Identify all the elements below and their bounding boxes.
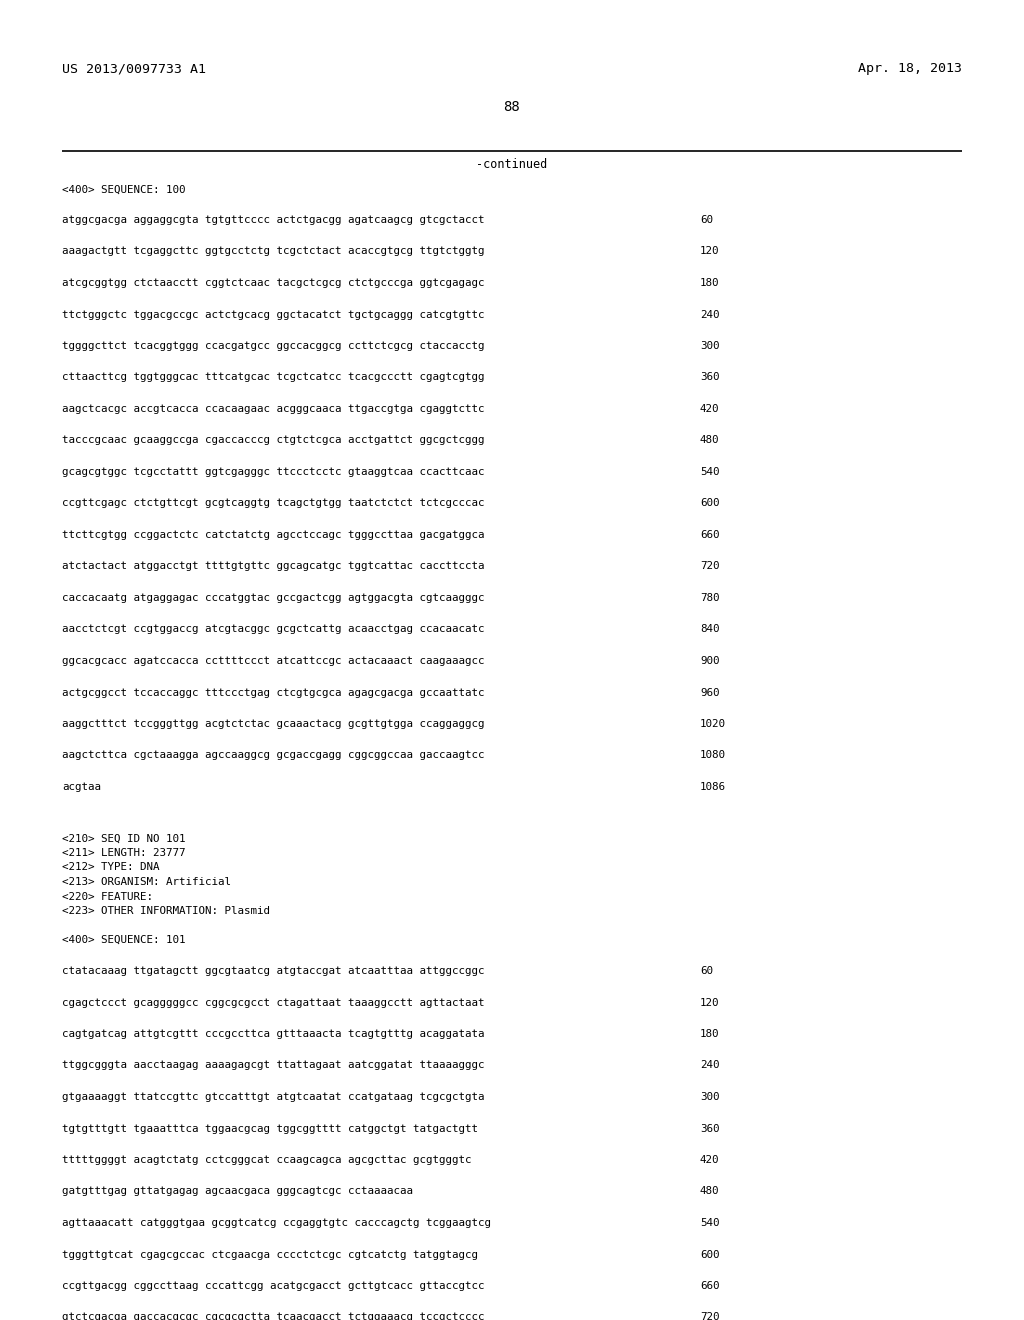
Text: <220> FEATURE:: <220> FEATURE:: [62, 891, 153, 902]
Text: Apr. 18, 2013: Apr. 18, 2013: [858, 62, 962, 75]
Text: gtgaaaaggt ttatccgttc gtccatttgt atgtcaatat ccatgataag tcgcgctgta: gtgaaaaggt ttatccgttc gtccatttgt atgtcaa…: [62, 1092, 484, 1102]
Text: -continued: -continued: [476, 158, 548, 172]
Text: cgagctccct gcagggggcc cggcgcgcct ctagattaat taaaggcctt agttactaat: cgagctccct gcagggggcc cggcgcgcct ctagatt…: [62, 998, 484, 1007]
Text: ccgttgacgg cggccttaag cccattcgg acatgcgacct gcttgtcacc gttaccgtcc: ccgttgacgg cggccttaag cccattcgg acatgcga…: [62, 1280, 484, 1291]
Text: 660: 660: [700, 531, 720, 540]
Text: atcgcggtgg ctctaacctt cggtctcaac tacgctcgcg ctctgcccga ggtcgagagc: atcgcggtgg ctctaacctt cggtctcaac tacgctc…: [62, 279, 484, 288]
Text: 88: 88: [504, 100, 520, 114]
Text: aagctcacgc accgtcacca ccacaagaac acgggcaaca ttgaccgtga cgaggtcttc: aagctcacgc accgtcacca ccacaagaac acgggca…: [62, 404, 484, 414]
Text: <211> LENGTH: 23777: <211> LENGTH: 23777: [62, 847, 185, 858]
Text: <400> SEQUENCE: 101: <400> SEQUENCE: 101: [62, 935, 185, 945]
Text: 180: 180: [700, 1030, 720, 1039]
Text: ttggcgggta aacctaagag aaaagagcgt ttattagaat aatcggatat ttaaaagggc: ttggcgggta aacctaagag aaaagagcgt ttattag…: [62, 1060, 484, 1071]
Text: aaggctttct tccgggttgg acgtctctac gcaaactacg gcgttgtgga ccaggaggcg: aaggctttct tccgggttgg acgtctctac gcaaact…: [62, 719, 484, 729]
Text: 900: 900: [700, 656, 720, 667]
Text: caccacaatg atgaggagac cccatggtac gccgactcgg agtggacgta cgtcaagggc: caccacaatg atgaggagac cccatggtac gccgact…: [62, 593, 484, 603]
Text: ctatacaaag ttgatagctt ggcgtaatcg atgtaccgat atcaatttaa attggccggc: ctatacaaag ttgatagctt ggcgtaatcg atgtacc…: [62, 966, 484, 975]
Text: 300: 300: [700, 1092, 720, 1102]
Text: 660: 660: [700, 1280, 720, 1291]
Text: 720: 720: [700, 561, 720, 572]
Text: 600: 600: [700, 499, 720, 508]
Text: acgtaa: acgtaa: [62, 781, 101, 792]
Text: cagtgatcag attgtcgttt cccgccttca gtttaaacta tcagtgtttg acaggatata: cagtgatcag attgtcgttt cccgccttca gtttaaa…: [62, 1030, 484, 1039]
Text: ggcacgcacc agatccacca ccttttccct atcattccgc actacaaact caagaaagcc: ggcacgcacc agatccacca ccttttccct atcattc…: [62, 656, 484, 667]
Text: US 2013/0097733 A1: US 2013/0097733 A1: [62, 62, 206, 75]
Text: agttaaacatt catgggtgaa gcggtcatcg ccgaggtgtc cacccagctg tcggaagtcg: agttaaacatt catgggtgaa gcggtcatcg ccgagg…: [62, 1218, 490, 1228]
Text: 600: 600: [700, 1250, 720, 1259]
Text: <210> SEQ ID NO 101: <210> SEQ ID NO 101: [62, 833, 185, 843]
Text: aacctctcgt ccgtggaccg atcgtacggc gcgctcattg acaacctgag ccacaacatc: aacctctcgt ccgtggaccg atcgtacggc gcgctca…: [62, 624, 484, 635]
Text: 300: 300: [700, 341, 720, 351]
Text: 240: 240: [700, 309, 720, 319]
Text: cttaacttcg tggtgggcac tttcatgcac tcgctcatcc tcacgccctt cgagtcgtgg: cttaacttcg tggtgggcac tttcatgcac tcgctca…: [62, 372, 484, 383]
Text: 960: 960: [700, 688, 720, 697]
Text: 480: 480: [700, 1187, 720, 1196]
Text: 840: 840: [700, 624, 720, 635]
Text: 240: 240: [700, 1060, 720, 1071]
Text: 60: 60: [700, 966, 713, 975]
Text: 120: 120: [700, 998, 720, 1007]
Text: 540: 540: [700, 467, 720, 477]
Text: <212> TYPE: DNA: <212> TYPE: DNA: [62, 862, 160, 873]
Text: <223> OTHER INFORMATION: Plasmid: <223> OTHER INFORMATION: Plasmid: [62, 906, 270, 916]
Text: 120: 120: [700, 247, 720, 256]
Text: tttttggggt acagtctatg cctcgggcat ccaagcagca agcgcttac gcgtgggtc: tttttggggt acagtctatg cctcgggcat ccaagca…: [62, 1155, 471, 1166]
Text: tgggttgtcat cgagcgccac ctcgaacga cccctctcgc cgtcatctg tatggtagcg: tgggttgtcat cgagcgccac ctcgaacga cccctct…: [62, 1250, 478, 1259]
Text: 780: 780: [700, 593, 720, 603]
Text: 360: 360: [700, 1123, 720, 1134]
Text: 480: 480: [700, 436, 720, 445]
Text: 420: 420: [700, 404, 720, 414]
Text: tgtgtttgtt tgaaatttca tggaacgcag tggcggtttt catggctgt tatgactgtt: tgtgtttgtt tgaaatttca tggaacgcag tggcggt…: [62, 1123, 478, 1134]
Text: tacccgcaac gcaaggccga cgaccacccg ctgtctcgca acctgattct ggcgctcggg: tacccgcaac gcaaggccga cgaccacccg ctgtctc…: [62, 436, 484, 445]
Text: actgcggcct tccaccaggc tttccctgag ctcgtgcgca agagcgacga gccaattatc: actgcggcct tccaccaggc tttccctgag ctcgtgc…: [62, 688, 484, 697]
Text: 420: 420: [700, 1155, 720, 1166]
Text: 720: 720: [700, 1312, 720, 1320]
Text: ttctgggctc tggacgccgc actctgcacg ggctacatct tgctgcaggg catcgtgttc: ttctgggctc tggacgccgc actctgcacg ggctaca…: [62, 309, 484, 319]
Text: 1080: 1080: [700, 751, 726, 760]
Text: 540: 540: [700, 1218, 720, 1228]
Text: aaagactgtt tcgaggcttc ggtgcctctg tcgctctact acaccgtgcg ttgtctggtg: aaagactgtt tcgaggcttc ggtgcctctg tcgctct…: [62, 247, 484, 256]
Text: <400> SEQUENCE: 100: <400> SEQUENCE: 100: [62, 185, 185, 195]
Text: <213> ORGANISM: Artificial: <213> ORGANISM: Artificial: [62, 876, 231, 887]
Text: atctactact atggacctgt ttttgtgttc ggcagcatgc tggtcattac caccttccta: atctactact atggacctgt ttttgtgttc ggcagca…: [62, 561, 484, 572]
Text: aagctcttca cgctaaagga agccaaggcg gcgaccgagg cggcggccaa gaccaagtcc: aagctcttca cgctaaagga agccaaggcg gcgaccg…: [62, 751, 484, 760]
Text: atggcgacga aggaggcgta tgtgttcccc actctgacgg agatcaagcg gtcgctacct: atggcgacga aggaggcgta tgtgttcccc actctga…: [62, 215, 484, 224]
Text: ttcttcgtgg ccggactctc catctatctg agcctccagc tgggccttaa gacgatggca: ttcttcgtgg ccggactctc catctatctg agcctcc…: [62, 531, 484, 540]
Text: ccgttcgagc ctctgttcgt gcgtcaggtg tcagctgtgg taatctctct tctcgcccac: ccgttcgagc ctctgttcgt gcgtcaggtg tcagctg…: [62, 499, 484, 508]
Text: gtctcgacga gaccacgcgc cgcgcgctta tcaacgacct tctggaaacg tccgctcccc: gtctcgacga gaccacgcgc cgcgcgctta tcaacga…: [62, 1312, 484, 1320]
Text: 180: 180: [700, 279, 720, 288]
Text: gcagcgtggc tcgcctattt ggtcgagggc ttccctcctc gtaaggtcaa ccacttcaac: gcagcgtggc tcgcctattt ggtcgagggc ttccctc…: [62, 467, 484, 477]
Text: 1020: 1020: [700, 719, 726, 729]
Text: 1086: 1086: [700, 781, 726, 792]
Text: 60: 60: [700, 215, 713, 224]
Text: 360: 360: [700, 372, 720, 383]
Text: gatgtttgag gttatgagag agcaacgaca gggcagtcgc cctaaaacaa: gatgtttgag gttatgagag agcaacgaca gggcagt…: [62, 1187, 413, 1196]
Text: tggggcttct tcacggtggg ccacgatgcc ggccacggcg ccttctcgcg ctaccacctg: tggggcttct tcacggtggg ccacgatgcc ggccacg…: [62, 341, 484, 351]
